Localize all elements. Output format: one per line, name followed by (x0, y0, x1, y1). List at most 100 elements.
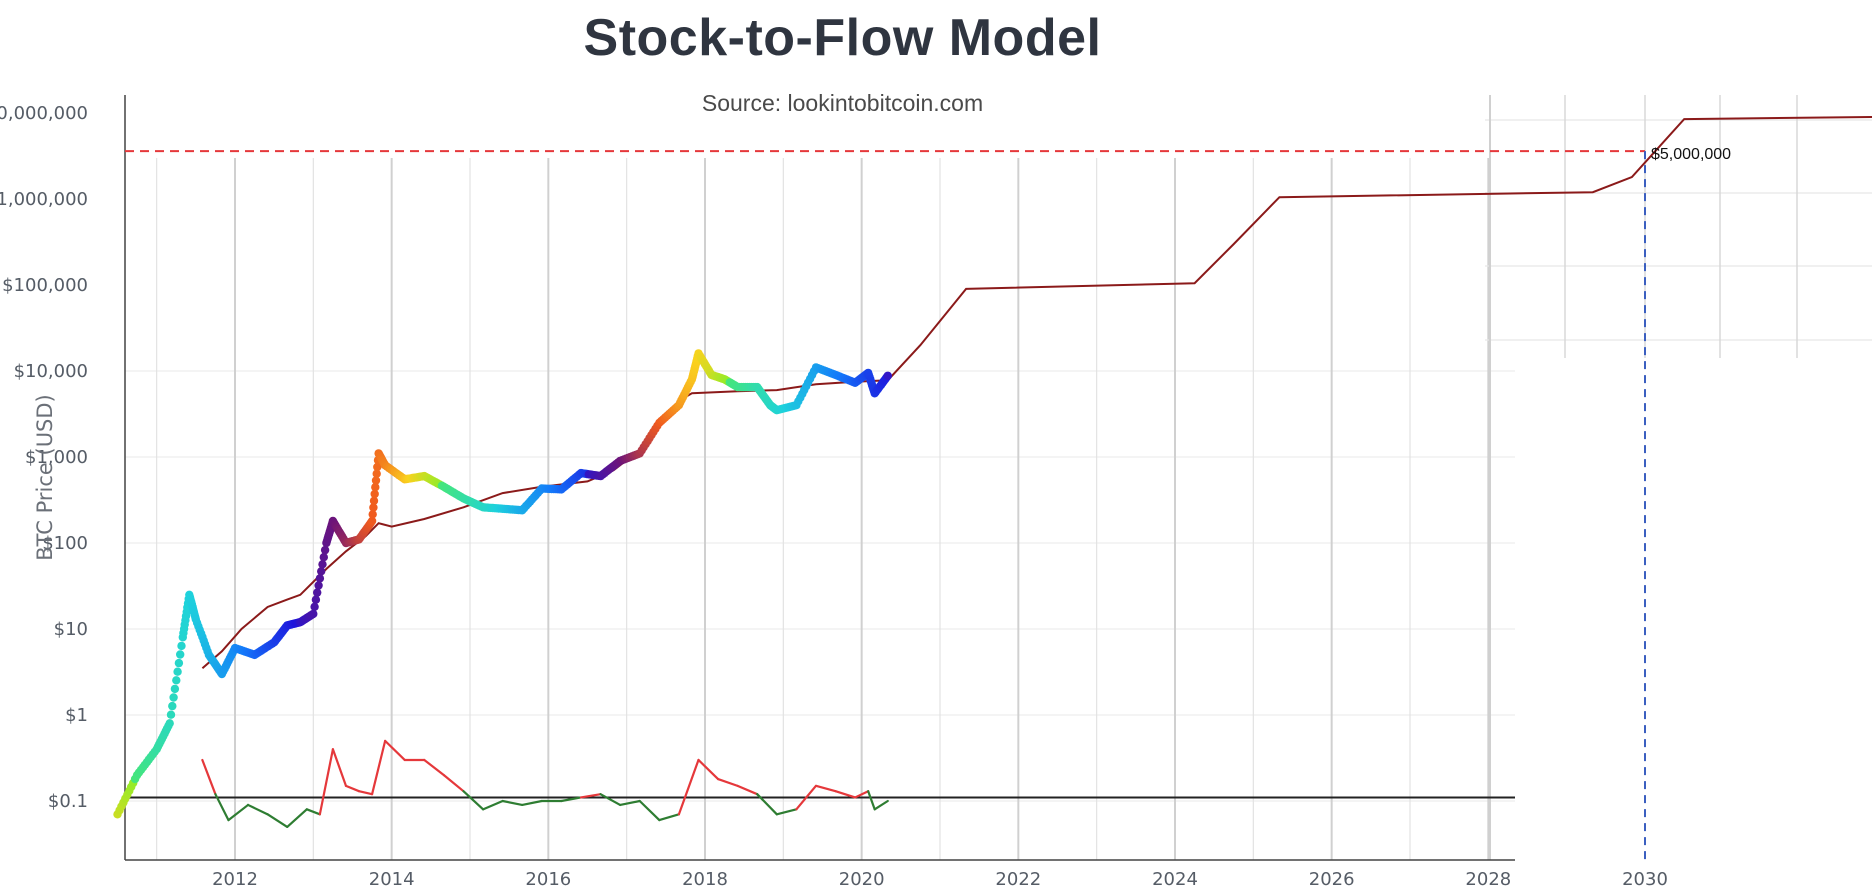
price-point (313, 588, 322, 597)
x-tick-label: 2014 (369, 869, 415, 890)
grid-layer (125, 158, 1515, 860)
price-point (166, 710, 176, 719)
price-point (319, 553, 328, 562)
ratio-line-segment (384, 739, 406, 762)
ratio-line-segment (305, 808, 321, 816)
ratio-line-segment (331, 748, 348, 787)
x-tick-label: 2026 (1309, 869, 1355, 890)
y-tick-label: $10,000 (14, 361, 88, 382)
ratio-line-segment (370, 739, 387, 796)
price-point (315, 574, 325, 583)
ratio-line-segment (462, 790, 485, 811)
ratio-line-segment (756, 793, 778, 816)
ratio-line-segment (442, 774, 465, 793)
ratio-line-segment (658, 813, 680, 822)
ratio-line-segment (873, 799, 889, 811)
price-point (310, 602, 319, 611)
y-tick-label: $1,000 (25, 447, 88, 468)
price-point (314, 581, 323, 590)
price-point (168, 701, 177, 711)
price-point (370, 489, 379, 499)
ratio-line-segment (697, 758, 720, 781)
reference-lines-layer (125, 150, 1646, 860)
model-line (201, 115, 1872, 669)
price-point (368, 510, 377, 519)
ratio-line-segment (201, 758, 217, 796)
price-point (170, 684, 180, 694)
ratio-line-segment (834, 790, 857, 799)
price-point (373, 462, 382, 472)
ratio-line-segment (814, 784, 837, 793)
price-point (883, 371, 892, 380)
ratio-line-segment (227, 803, 250, 822)
price-point (165, 719, 174, 728)
x-tick-label: 2012 (212, 869, 258, 890)
price-point (320, 545, 330, 555)
ratio-line-segment (481, 799, 504, 811)
price-point (367, 516, 377, 526)
ratio-line-segment (357, 790, 374, 796)
price-point (309, 609, 318, 619)
y-tick-label: $100 (42, 533, 88, 554)
ratio-line-segment (286, 808, 308, 828)
price-point (317, 567, 326, 576)
y-tick-label: $1 (65, 705, 88, 726)
ratio-line-segment (599, 793, 622, 807)
x-tick-label: 2024 (1152, 869, 1198, 890)
price-point (318, 560, 327, 569)
ratio-line-segment (344, 784, 361, 793)
ratio-line-segment (501, 799, 524, 807)
ratio-line-segment (579, 793, 602, 799)
price-point (172, 676, 181, 685)
ratio-line-segment (214, 793, 230, 822)
y-axis-label: BTC Price (USD) (33, 394, 57, 561)
ratio-line-segment (521, 799, 543, 807)
model-series-layer (201, 115, 1872, 669)
ratio-line-segment (246, 803, 269, 816)
ratio-line-segment (867, 790, 876, 811)
ratio-line-segment (423, 758, 445, 777)
x-tick-label: 2022 (995, 869, 1041, 890)
ratio-line-segment (736, 784, 759, 796)
ratio-line-segment (775, 808, 798, 816)
price-point (371, 476, 381, 485)
price-point (311, 595, 321, 604)
x-tick-label: 2016 (525, 869, 571, 890)
ratio-line-segment (266, 813, 289, 828)
y-tick-label: $10,000,000 (0, 103, 88, 124)
y-tick-label: $100,000 (2, 275, 88, 296)
x-tick-label: 2018 (682, 869, 728, 890)
ratio-line-segment (638, 799, 661, 822)
tick-labels-layer: $0.1 $1 $10 $100 $1,000 $10,000 $100,000 $1,000… (0, 103, 1731, 890)
inset-grid-layer (1485, 95, 1872, 860)
ratio-line-segment (716, 777, 739, 787)
ratio-line-segment (318, 748, 335, 816)
x-tick-label: 2028 (1465, 869, 1511, 890)
price-point (177, 641, 186, 651)
price-point (371, 483, 380, 492)
price-point (173, 667, 182, 676)
price-point (176, 650, 185, 659)
x-tick-label: 2030 (1622, 869, 1668, 890)
y-tick-label: $1,000,000 (0, 189, 88, 210)
ratio-line-segment (619, 799, 641, 807)
ratio-line-segment (795, 784, 818, 811)
price-point (372, 469, 381, 478)
annotation-label: $5,000,000 (1651, 146, 1731, 163)
chart-title: Stock-to-Flow Model (583, 9, 1102, 67)
axis-layer (124, 95, 1515, 861)
x-tick-label: 2020 (839, 869, 885, 890)
price-point (369, 496, 379, 505)
y-tick-label: $0.1 (48, 791, 88, 812)
ratio-line-segment (677, 758, 700, 816)
price-point (369, 503, 378, 512)
price-point (174, 658, 184, 668)
price-scatter-layer (113, 349, 892, 819)
y-tick-label: $10 (54, 619, 88, 640)
price-point (169, 693, 178, 702)
ratio-series-layer (201, 739, 889, 828)
chart-subtitle: Source: lookintobitcoin.com (701, 90, 984, 116)
ratio-line-segment (854, 790, 870, 799)
